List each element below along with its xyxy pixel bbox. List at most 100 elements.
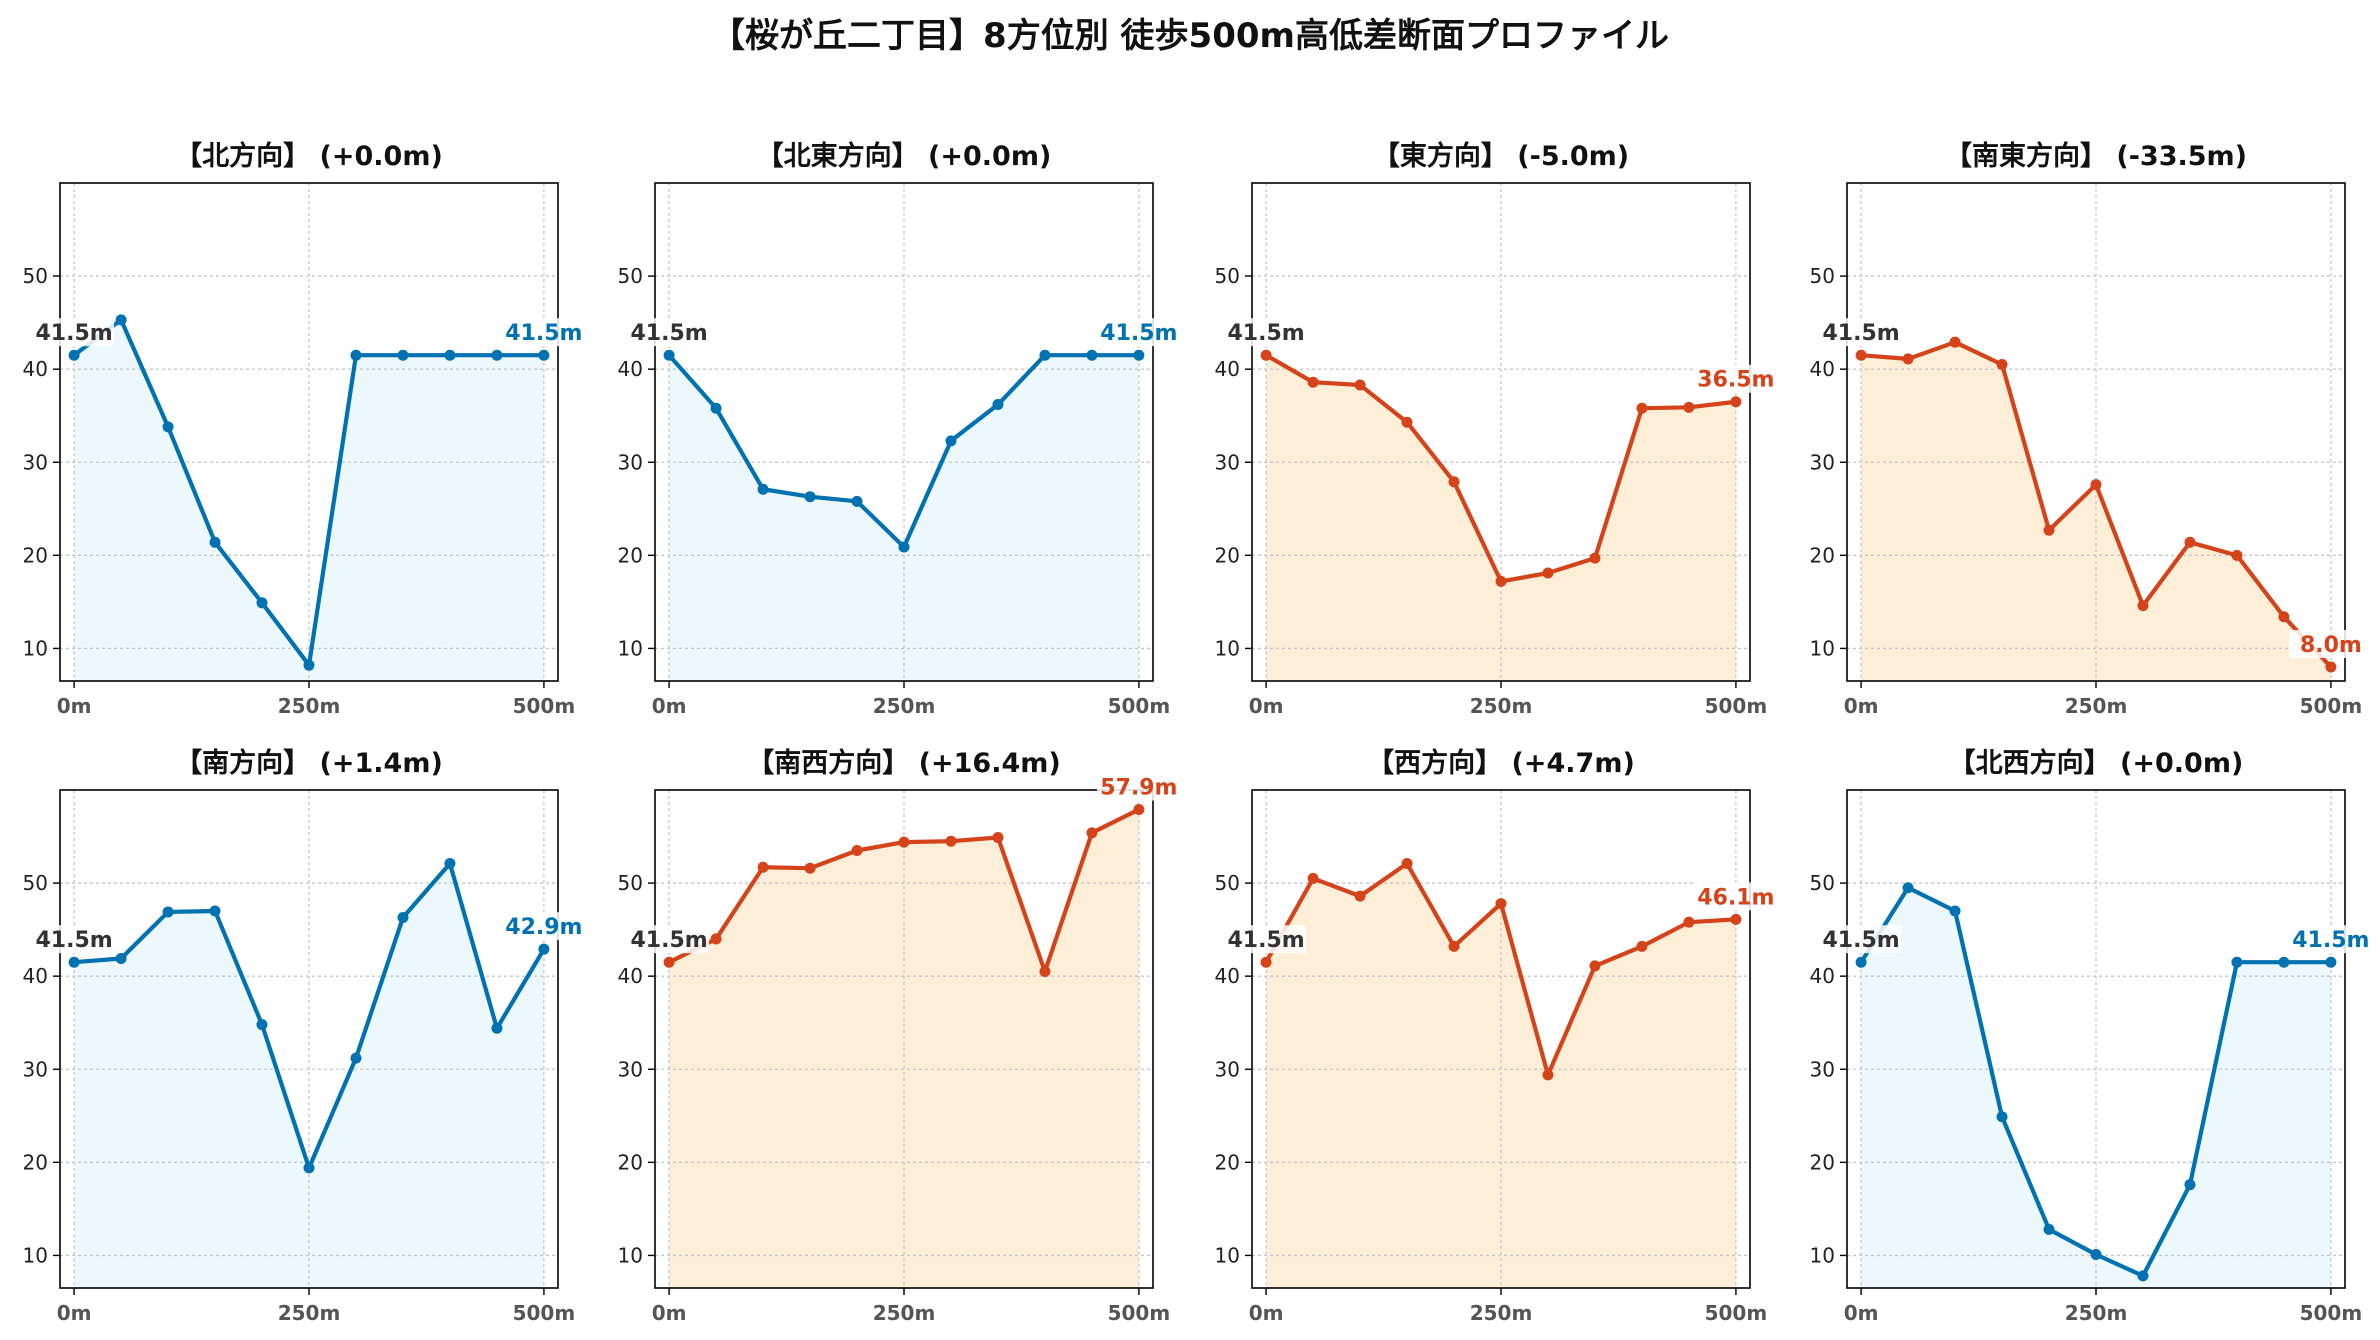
data-point: [1996, 359, 2008, 371]
data-point: [757, 861, 769, 873]
x-tick-label: 0m: [1249, 1301, 1284, 1325]
end-label-bg: [1096, 772, 1181, 801]
area-fill: [1266, 355, 1736, 681]
data-point: [1260, 956, 1272, 968]
y-tick-label: 30: [1810, 1057, 1835, 1081]
y-tick-label: 50: [23, 871, 48, 895]
data-point: [898, 836, 910, 848]
y-tick-label: 30: [1215, 450, 1240, 474]
y-tick-label: 50: [618, 871, 643, 895]
data-point: [1260, 349, 1272, 361]
data-point: [256, 1019, 268, 1031]
end-label-bg: [2288, 925, 2373, 954]
data-point: [162, 906, 174, 918]
x-tick-label: 250m: [278, 1301, 341, 1325]
panel-title: 【北東方向】 (+0.0m): [757, 140, 1052, 172]
start-label: 41.5m: [1227, 321, 1304, 346]
data-point: [115, 952, 127, 964]
y-tick-label: 40: [1810, 357, 1835, 381]
y-tick-label: 50: [1810, 264, 1835, 288]
y-tick-label: 50: [1215, 264, 1240, 288]
y-tick-label: 30: [23, 450, 48, 474]
area-fill: [669, 355, 1139, 681]
y-tick-label: 10: [618, 1243, 643, 1267]
y-tick-label: 10: [1810, 636, 1835, 660]
data-point: [2137, 1270, 2149, 1282]
data-point: [710, 402, 722, 414]
data-point: [2090, 479, 2102, 491]
start-label-bg: [34, 925, 115, 954]
data-point: [209, 905, 221, 917]
x-tick-label: 500m: [1705, 694, 1768, 718]
y-tick-label: 40: [618, 964, 643, 988]
start-label: 41.5m: [1822, 928, 1899, 953]
x-tick-label: 250m: [278, 694, 341, 718]
y-tick-label: 50: [23, 264, 48, 288]
data-point: [2043, 1223, 2055, 1235]
area-fill: [74, 319, 544, 681]
data-point: [898, 541, 910, 553]
y-tick-label: 50: [1810, 871, 1835, 895]
data-point: [2137, 600, 2149, 612]
x-tick-label: 250m: [1470, 694, 1533, 718]
x-tick-label: 250m: [873, 1301, 936, 1325]
data-point: [992, 399, 1004, 411]
end-label: 42.9m: [505, 915, 582, 940]
data-point: [1949, 336, 1961, 348]
start-label: 41.5m: [35, 928, 112, 953]
end-label: 41.5m: [2292, 928, 2369, 953]
start-label-bg: [1226, 925, 1307, 954]
y-tick-label: 40: [1810, 964, 1835, 988]
y-tick-label: 20: [1215, 543, 1240, 567]
data-point: [1996, 1111, 2008, 1123]
y-tick-label: 20: [618, 543, 643, 567]
data-point: [2090, 1248, 2102, 1260]
start-label-bg: [629, 925, 710, 954]
x-tick-label: 500m: [513, 694, 576, 718]
x-tick-label: 0m: [1844, 1301, 1879, 1325]
data-point: [1133, 804, 1145, 816]
start-label-bg: [1821, 318, 1902, 347]
data-point: [2278, 956, 2290, 968]
end-label-bg: [501, 318, 586, 347]
start-label-bg: [34, 318, 115, 347]
data-point: [1086, 827, 1098, 839]
data-point: [1354, 379, 1366, 391]
data-point: [115, 314, 127, 326]
data-point: [1730, 396, 1742, 408]
data-point: [851, 845, 863, 857]
panel-title: 【北方向】 (+0.0m): [175, 140, 443, 172]
data-point: [256, 597, 268, 609]
end-label: 46.1m: [1697, 885, 1774, 910]
data-point: [2043, 524, 2055, 536]
x-tick-label: 500m: [1108, 694, 1171, 718]
panel-title: 【南西方向】 (+16.4m): [747, 747, 1060, 779]
end-label: 8.0m: [2300, 633, 2362, 658]
start-label: 41.5m: [630, 321, 707, 346]
data-point: [804, 491, 816, 503]
x-tick-label: 250m: [873, 694, 936, 718]
data-point: [303, 659, 315, 671]
y-tick-label: 10: [23, 636, 48, 660]
data-point: [1730, 913, 1742, 925]
start-label: 41.5m: [1822, 321, 1899, 346]
data-point: [1133, 349, 1145, 361]
panel-title: 【北西方向】 (+0.0m): [1949, 747, 2244, 779]
area-fill: [74, 863, 544, 1288]
data-point: [1448, 940, 1460, 952]
start-label-bg: [1226, 318, 1307, 347]
y-tick-label: 40: [23, 964, 48, 988]
y-tick-label: 20: [23, 1150, 48, 1174]
data-point: [2325, 661, 2337, 673]
data-point: [710, 933, 722, 945]
data-point: [1902, 353, 1914, 365]
data-point: [1542, 1069, 1554, 1081]
panel-title: 【南方向】 (+1.4m): [175, 747, 443, 779]
data-point: [1495, 898, 1507, 910]
data-point: [1401, 858, 1413, 870]
y-tick-label: 40: [618, 357, 643, 381]
